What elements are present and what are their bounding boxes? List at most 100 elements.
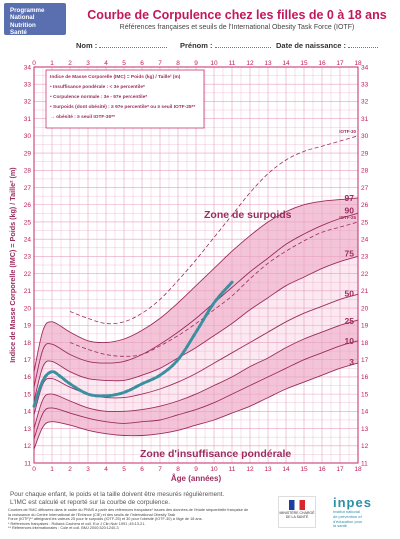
x-tick-label-top: 14 xyxy=(282,60,290,67)
x-tick-label-top: 5 xyxy=(122,60,126,67)
x-tick-label-top: 4 xyxy=(104,60,108,67)
curve-label-iotf-30: IOTF-30 xyxy=(339,129,356,134)
curve-label-10: 10 xyxy=(345,336,355,346)
x-tick-label-top: 17 xyxy=(336,60,344,67)
y-tick-label-right: 22 xyxy=(361,271,369,278)
x-tick-label: 3 xyxy=(86,466,90,473)
curve-iotf-30 xyxy=(69,135,359,325)
x-tick-label-top: 12 xyxy=(246,60,254,67)
footer-notes: Courbes de l'IMC diffusées dans le cadre… xyxy=(8,508,270,531)
nom-field[interactable]: Nom : xyxy=(76,40,168,50)
y-tick-label-left: 19 xyxy=(24,323,32,330)
x-tick-label: 8 xyxy=(176,466,180,473)
y-tick-label-left: 28 xyxy=(24,168,32,175)
y-tick-label-right: 19 xyxy=(361,323,369,330)
y-tick-label-left: 26 xyxy=(24,202,32,209)
legend-line-4: • Surpoids (dont obésité) : ≥ 97e percen… xyxy=(50,104,195,110)
x-tick-label: 10 xyxy=(210,466,218,473)
date-label: Date de naissance : xyxy=(276,41,347,50)
curve-label-90: 90 xyxy=(345,205,355,215)
inpes-line-2: de prévention et xyxy=(333,513,362,519)
nom-label: Nom : xyxy=(76,41,98,50)
y-tick-label-right: 30 xyxy=(361,133,369,140)
x-tick-label: 2 xyxy=(68,466,72,473)
x-tick-label: 16 xyxy=(318,466,326,473)
y-tick-label-right: 15 xyxy=(361,391,369,398)
y-tick-label-right: 18 xyxy=(361,340,369,347)
x-tick-label: 18 xyxy=(354,466,362,473)
curve-labels: 3 10 25 50 75 90 97 IOTF-25 IOTF-30 xyxy=(339,129,356,367)
footer-note-2: la croissance du Centre International de… xyxy=(8,512,176,517)
y-tick-label-left: 31 xyxy=(24,116,32,123)
curve-p50 xyxy=(33,293,359,415)
y-tick-label-left: 21 xyxy=(24,288,32,295)
x-tick-label-top: 15 xyxy=(300,60,308,67)
y-tick-label-right: 11 xyxy=(361,460,368,467)
curve-p3 xyxy=(33,362,359,450)
x-tick-label: 14 xyxy=(282,466,290,473)
y-tick-label-left: 13 xyxy=(24,426,32,433)
inpes-wordmark: inpes xyxy=(333,495,372,510)
y-tick-label-left: 16 xyxy=(24,374,32,381)
curve-label-25: 25 xyxy=(345,316,355,326)
x-tick-label: 11 xyxy=(229,466,236,473)
x-tick-label-top: 6 xyxy=(140,60,144,67)
x-tick-label-top: 8 xyxy=(176,60,180,67)
y-tick-label-left: 15 xyxy=(24,391,32,398)
y-tick-label-left: 14 xyxy=(24,409,32,416)
date-field[interactable]: Date de naissance : xyxy=(276,40,379,50)
logo-line-3: Nutrition xyxy=(10,21,36,29)
legend-line-1: Indice de Masse Corporelle (IMC) = Poids… xyxy=(50,74,181,80)
y-tick-label-left: 25 xyxy=(24,219,32,226)
x-tick-label: 6 xyxy=(140,466,144,473)
legend-line-3: • Corpulence normale : 3e - 97e percenti… xyxy=(50,94,147,100)
y-tick-label-left: 32 xyxy=(24,99,32,106)
footer-main-line-2: L'IMC est calculé et reporté sur la cour… xyxy=(10,498,171,506)
prenom-field[interactable]: Prénom : xyxy=(180,40,271,50)
x-tick-label-top: 18 xyxy=(354,60,362,67)
x-tick-label: 15 xyxy=(300,466,308,473)
footer-note-1: Courbes de l'IMC diffusées dans le cadre… xyxy=(8,508,249,512)
footer-main-line-1: Pour chaque enfant, le poids et la taill… xyxy=(10,491,225,498)
legend-box xyxy=(45,69,205,129)
prenom-line xyxy=(214,40,271,48)
inpes-line-1: Institut national xyxy=(333,509,360,514)
curve-label-3: 3 xyxy=(349,357,354,367)
curve-label-50: 50 xyxy=(345,288,355,298)
curve-p90 xyxy=(33,212,359,388)
x-tick-label-top: 16 xyxy=(318,60,326,67)
y-tick-label-right: 27 xyxy=(361,185,369,192)
y-tick-label-right: 26 xyxy=(361,202,369,209)
y-tick-label-left: 29 xyxy=(24,150,32,157)
axis-ticks: 0011223344556677889910101111121213131414… xyxy=(24,60,369,473)
y-tick-label-right: 33 xyxy=(361,82,369,89)
french-flag-icon xyxy=(289,500,305,510)
inpes-line-3: d'éducation pour xyxy=(333,518,363,524)
y-tick-label-right: 29 xyxy=(361,150,369,157)
x-tick-label-top: 0 xyxy=(32,60,36,67)
y-tick-label-left: 22 xyxy=(24,271,32,278)
y-tick-label-left: 30 xyxy=(24,133,32,140)
date-line xyxy=(348,40,379,48)
x-tick-label-top: 7 xyxy=(158,60,162,67)
inpes-logo: inpes Institut national de prévention et… xyxy=(333,495,393,535)
prenom-label: Prénom : xyxy=(180,41,213,50)
x-tick-label: 7 xyxy=(158,466,162,473)
ministry-label: MINISTÈRE CHARGÉ DE LA SANTÉ xyxy=(279,511,315,519)
y-tick-label-left: 34 xyxy=(24,64,32,71)
patient-curve xyxy=(32,280,234,408)
curve-p10 xyxy=(33,340,359,440)
legend-line-2: • Insuffisance pondérale : < 3e percenti… xyxy=(50,84,145,90)
y-tick-label-right: 23 xyxy=(361,254,369,261)
x-tick-label-top: 13 xyxy=(264,60,272,67)
y-tick-label-left: 27 xyxy=(24,185,32,192)
footer-note-5: ** Références internationales : Cole et … xyxy=(8,526,119,531)
y-tick-label-right: 32 xyxy=(361,99,369,106)
y-tick-label-right: 34 xyxy=(361,64,369,71)
logo-line-2: National xyxy=(10,14,35,22)
x-tick-label: 12 xyxy=(246,466,254,473)
y-tick-label-left: 18 xyxy=(24,340,32,347)
zone-surpoids-label: Zone de surpoids xyxy=(204,209,292,221)
y-tick-label-right: 25 xyxy=(361,219,369,226)
x-tick-label: 0 xyxy=(32,466,36,473)
